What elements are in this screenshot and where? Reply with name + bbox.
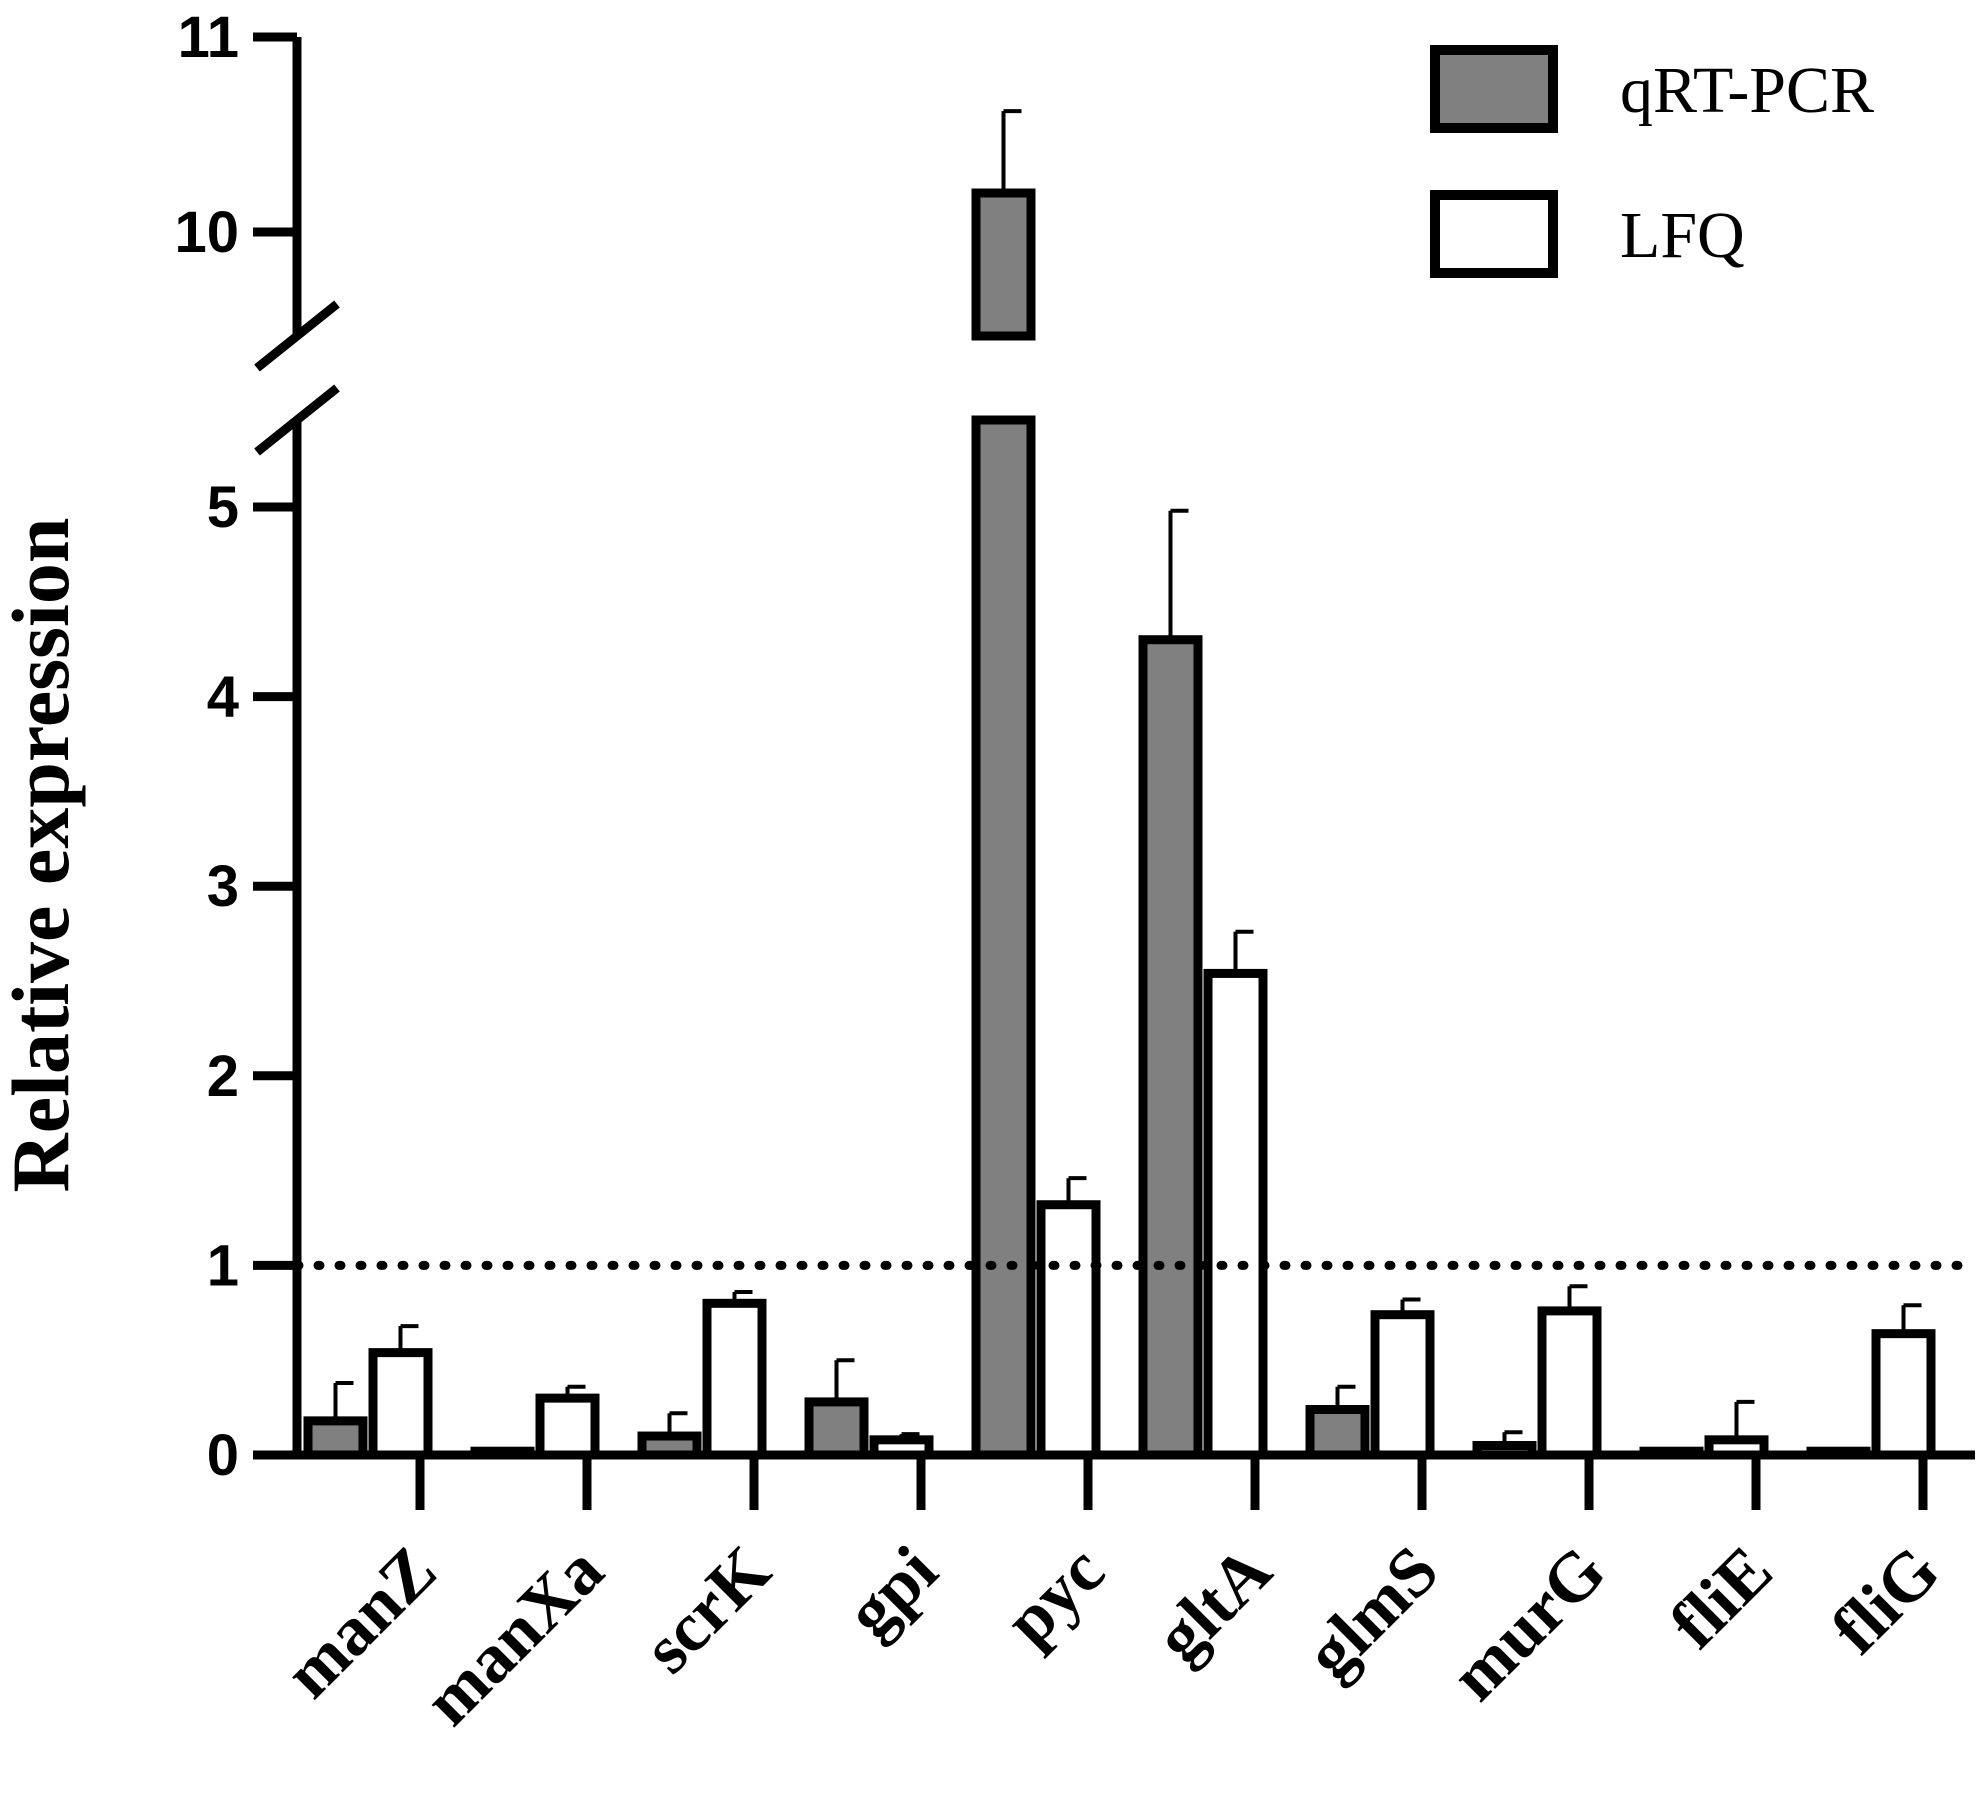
legend-swatch-qrt-pcr (1430, 45, 1558, 133)
y-tick-label: 1 (207, 1233, 239, 1298)
x-tick-label: pyc (991, 1532, 1120, 1661)
bar-lfq (1370, 1310, 1435, 1460)
bar-qrt-pcr (1305, 1404, 1370, 1460)
bar-qrt-pcr (303, 1416, 368, 1460)
axis-break-mark (254, 384, 340, 456)
legend-label: qRT-PCR (1620, 54, 1874, 127)
bar-lfq (1871, 1329, 1936, 1460)
bar-lfq (1537, 1306, 1602, 1460)
y-tick-label: 2 (207, 1044, 239, 1109)
x-tick-label: gpi (832, 1532, 952, 1652)
x-tick-label: fliG (1817, 1532, 1954, 1669)
x-tick-label: glmS (1292, 1532, 1454, 1694)
bar-lfq (1036, 1200, 1101, 1460)
axis-break-mark (254, 300, 340, 372)
legend-swatch-lfq (1430, 190, 1558, 278)
bar-lfq (702, 1298, 767, 1460)
y-tick-label: 5 (207, 475, 239, 540)
y-tick-label: 0 (207, 1423, 239, 1488)
y-axis: 0 1 2 3 4 5 10 11 (174, 5, 340, 1488)
y-tick-label: 3 (207, 854, 239, 919)
bar-qrt-pcr-upper (971, 188, 1036, 341)
bar-qrt-pcr (804, 1397, 869, 1460)
legend-label: LFQ (1620, 199, 1745, 272)
x-tick-label: gltA (1141, 1532, 1286, 1677)
bar-qrt-pcr (1138, 635, 1203, 1460)
x-tick-label: murG (1437, 1532, 1621, 1716)
y-tick-label: 4 (207, 665, 239, 730)
y-tick-label: 11 (178, 5, 239, 70)
bars (292, 109, 1980, 1460)
bar-qrt-pcr-lower (971, 415, 1036, 1460)
x-tick-label: scrK (629, 1532, 785, 1688)
y-axis-title: Relative expression (0, 518, 86, 1193)
x-tick-label: fliE (1656, 1532, 1787, 1663)
y-tick-label: 10 (174, 200, 239, 265)
bar-lfq (535, 1393, 600, 1460)
bar-break-gap (968, 342, 1039, 414)
bar-lfq (368, 1348, 433, 1460)
bar-lfq (1203, 968, 1268, 1460)
x-tick-label: manXa (410, 1532, 618, 1740)
legend: qRT-PCR LFQ (1430, 45, 1874, 278)
